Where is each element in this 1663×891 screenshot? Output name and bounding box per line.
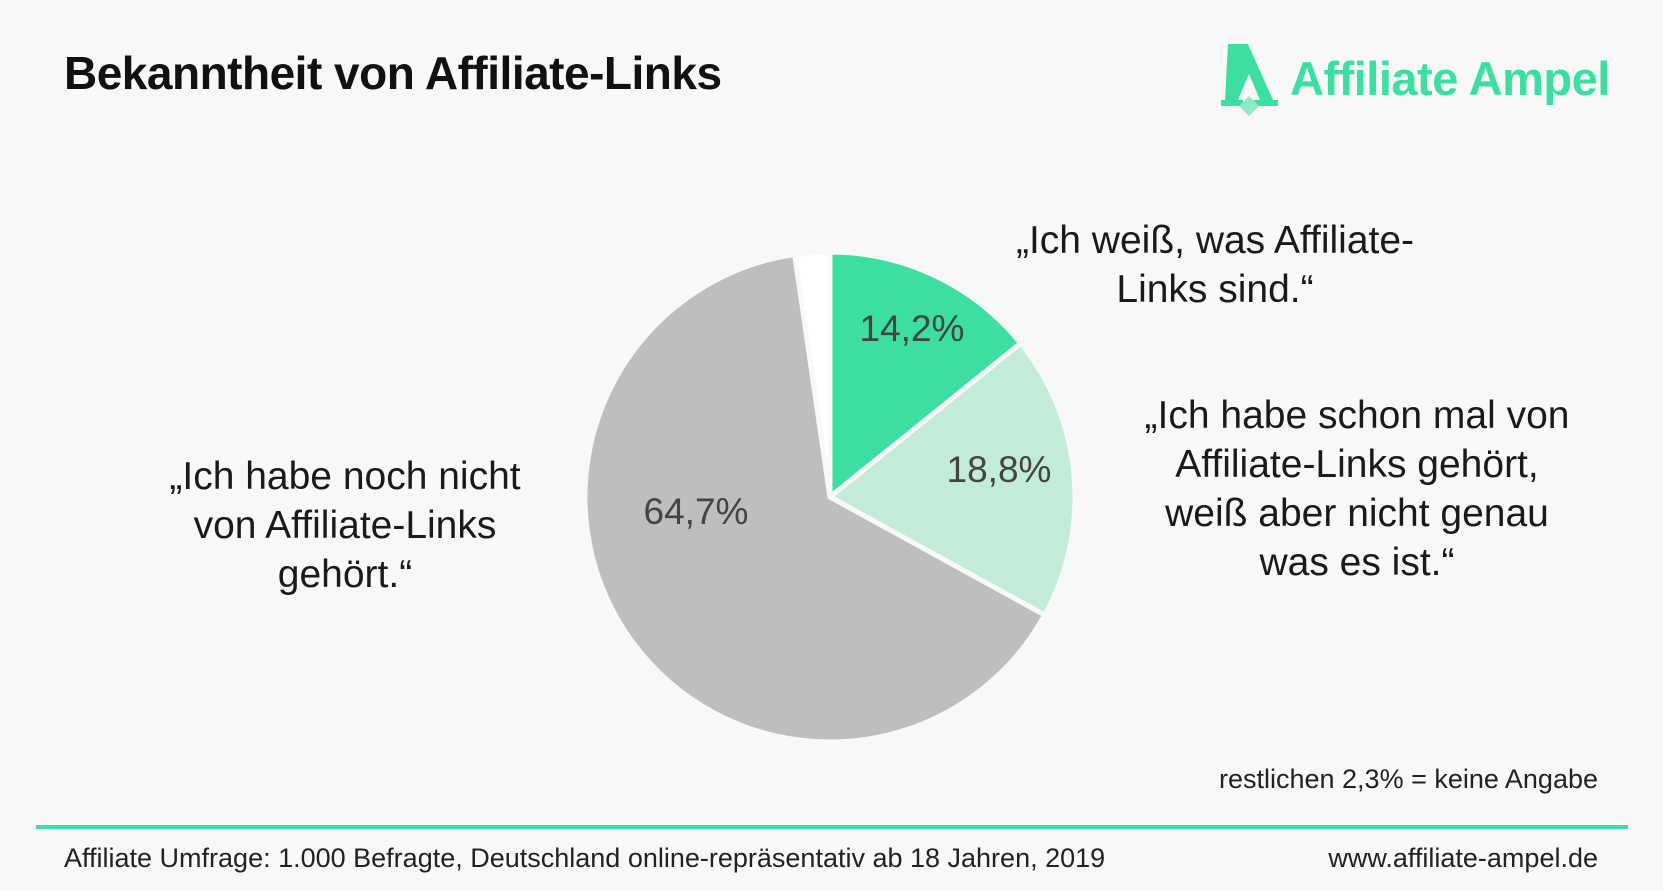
slice-value-label-1: 14,2% <box>860 308 965 349</box>
brand-logo: Affiliate Ampel <box>1218 38 1610 118</box>
footer-divider <box>36 825 1628 829</box>
callout-nicht-gehoert: „Ich habe noch nicht von Affiliate-Links… <box>169 455 521 596</box>
callout-weiss: „Ich weiß, was Affiliate- Links sind.“ <box>1015 219 1415 311</box>
pie-slice-3 <box>582 252 1048 745</box>
website-url: www.affiliate-ampel.de <box>1328 843 1598 873</box>
slice-value-label-3: 64,7% <box>644 491 749 532</box>
chart-title: Bekanntheit von Affiliate-Links <box>64 47 722 99</box>
pie-slice-1 <box>827 249 1024 500</box>
callout-gehoert: „Ich habe schon mal von Affiliate-Links … <box>1144 394 1570 584</box>
source-note: Affiliate Umfrage: 1.000 Befragte, Deuts… <box>64 843 1106 873</box>
pie-slice-4 <box>792 249 833 500</box>
logo-wordmark: Affiliate Ampel <box>1290 51 1610 105</box>
no-answer-note: restlichen 2,3% = keine Angabe <box>1218 764 1598 794</box>
slice-value-label-2: 18,8% <box>947 449 1052 490</box>
pie-slice-2 <box>827 340 1078 618</box>
ampel-logo-icon <box>1221 44 1278 116</box>
